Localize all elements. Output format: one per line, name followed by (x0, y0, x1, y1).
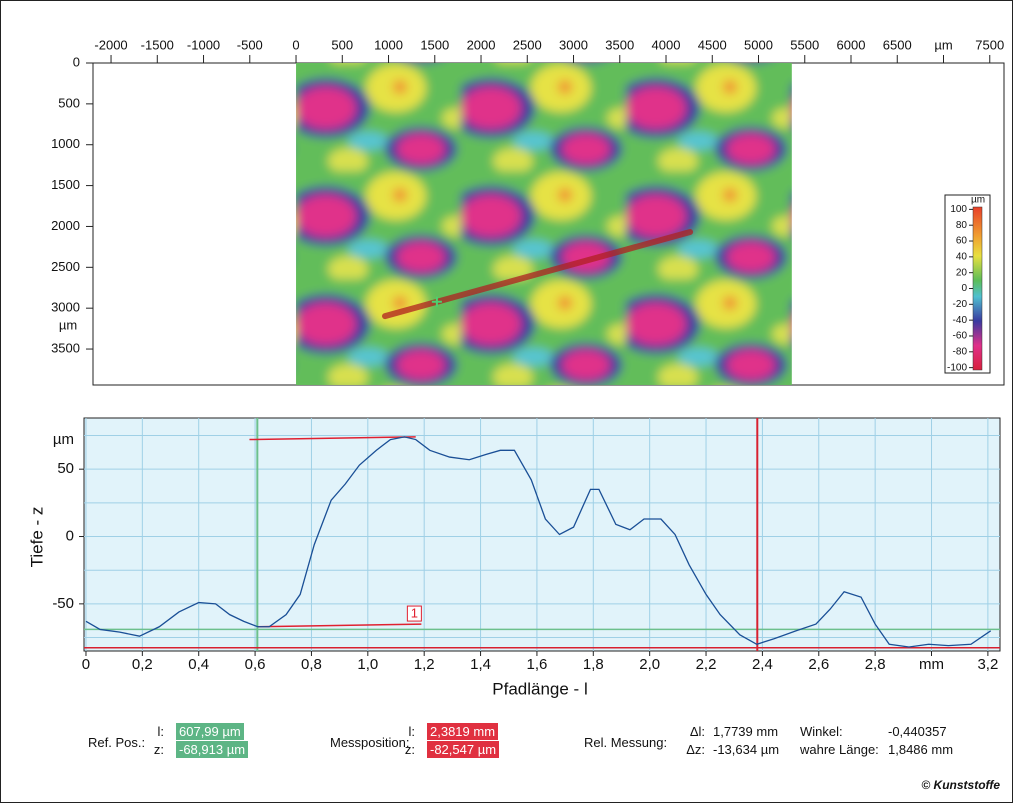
x-tick-label: 1,2 (414, 656, 435, 673)
readout-label: Ref. Pos.: (88, 735, 145, 750)
y-tick-label: 2500 (51, 259, 80, 274)
x-tick-label: 0,2 (132, 656, 153, 673)
x-tick-label: -500 (237, 37, 263, 52)
colorbar-tick-label: -100 (947, 362, 967, 373)
height-map-texture (286, 53, 802, 395)
y-tick-label: 500 (58, 95, 80, 110)
x-tick-label: 2,8 (865, 656, 886, 673)
readout-value: 607,99 µm (176, 723, 244, 740)
y-tick-label: 2000 (51, 218, 80, 233)
x-tick-label: 1,0 (357, 656, 378, 673)
credit: © Kunststoffe (921, 778, 1000, 792)
marker-label: 1 (411, 606, 418, 621)
colorbar-tick-label: 60 (956, 236, 968, 247)
x-tick-label: 5500 (790, 37, 819, 52)
colorbar-tick-label: 20 (956, 267, 968, 278)
x-tick-label: 6500 (883, 37, 912, 52)
colorbar-tick-label: 40 (956, 251, 968, 262)
readout-key: l: (409, 724, 416, 739)
readout-value: 2,3819 mm (427, 723, 498, 740)
figure: © Kunststoffe -2000-1500-1000-5000500100… (0, 0, 1013, 803)
x-tick-label: 2500 (513, 37, 542, 52)
x-tick-label: 500 (331, 37, 353, 52)
readout-key: z: (405, 742, 415, 757)
x-tick-label: 1,4 (470, 656, 491, 673)
x-tick-label: 0,6 (245, 656, 266, 673)
x-tick-label: 1500 (420, 37, 449, 52)
x-tick-label: 3000 (559, 37, 588, 52)
colorbar (973, 207, 982, 370)
x-tick-label: 1,6 (526, 656, 547, 673)
readout-value: -0,440357 (885, 723, 950, 740)
y-tick-label: 1500 (51, 177, 80, 192)
x-tick-label: 2,4 (752, 656, 773, 673)
x-tick-label: -1000 (187, 37, 220, 52)
y-tick-label: 3500 (51, 340, 80, 355)
x-tick-label: 2,6 (808, 656, 829, 673)
x-tick-label: 4500 (698, 37, 727, 52)
y-unit: µm (59, 317, 77, 332)
x-tick-label: 7500 (975, 37, 1004, 52)
x-tick-label: -2000 (94, 37, 127, 52)
x-axis-title: Pfadlänge - l (492, 679, 587, 698)
readout-value: -13,634 µm (710, 741, 782, 758)
y-tick-label: 1000 (51, 136, 80, 151)
y-tick-label: -50 (52, 595, 74, 612)
colorbar-tick-label: 100 (950, 204, 967, 215)
colorbar-tick-label: 80 (956, 220, 968, 231)
page: © Kunststoffe -2000-1500-1000-5000500100… (0, 0, 1013, 803)
x-tick-label: 2,2 (696, 656, 717, 673)
y-axis-title: Tiefe - z (27, 507, 46, 568)
colorbar-tick-label: -20 (953, 299, 968, 310)
x-tick-label: 0 (292, 37, 299, 52)
x-tick-label: 2,0 (639, 656, 660, 673)
readout-value: 1,8486 mm (885, 741, 956, 758)
x-tick-label: 2000 (467, 37, 496, 52)
x-tick-label: 0,4 (188, 656, 209, 673)
readout-label: Rel. Messung: (584, 735, 667, 750)
x-tick-label: mm (919, 656, 944, 673)
readout-value: -82,547 µm (427, 741, 499, 758)
colorbar-tick-label: -60 (953, 331, 968, 342)
x-tick-label: 4000 (652, 37, 681, 52)
readout-key: Δl: (690, 724, 705, 739)
x-tick-label: 3500 (605, 37, 634, 52)
x-tick-label: 1000 (374, 37, 403, 52)
y-tick-label: 50 (57, 460, 74, 477)
colorbar-unit: µm (971, 195, 985, 206)
readout-value: 1,7739 mm (710, 723, 781, 740)
colorbar-tick-label: -40 (953, 315, 968, 326)
readout-value: -68,913 µm (176, 741, 248, 758)
readout-key: Δz: (686, 742, 705, 757)
readout-key: l: (158, 724, 165, 739)
readout-key: wahre Länge: (800, 742, 879, 757)
readout-key: Winkel: (800, 724, 843, 739)
colorbar-tick-label: -80 (953, 346, 968, 357)
x-tick-label: 1,8 (583, 656, 604, 673)
x-tick-label: -1500 (141, 37, 174, 52)
x-tick-label: µm (934, 37, 952, 52)
y-unit: µm (53, 431, 74, 448)
x-tick-label: 5000 (744, 37, 773, 52)
readout-key: z: (154, 742, 164, 757)
y-tick-label: 3000 (51, 300, 80, 315)
plot-frame (84, 418, 1000, 651)
x-tick-label: 0,8 (301, 656, 322, 673)
y-tick-label: 0 (73, 54, 80, 69)
x-tick-label: 3,2 (977, 656, 998, 673)
x-tick-label: 0 (82, 656, 90, 673)
readout-label: Messposition: (330, 735, 409, 750)
height-map (286, 53, 802, 395)
y-tick-label: 0 (66, 527, 74, 544)
colorbar-tick-label: 0 (961, 283, 967, 294)
x-tick-label: 6000 (837, 37, 866, 52)
